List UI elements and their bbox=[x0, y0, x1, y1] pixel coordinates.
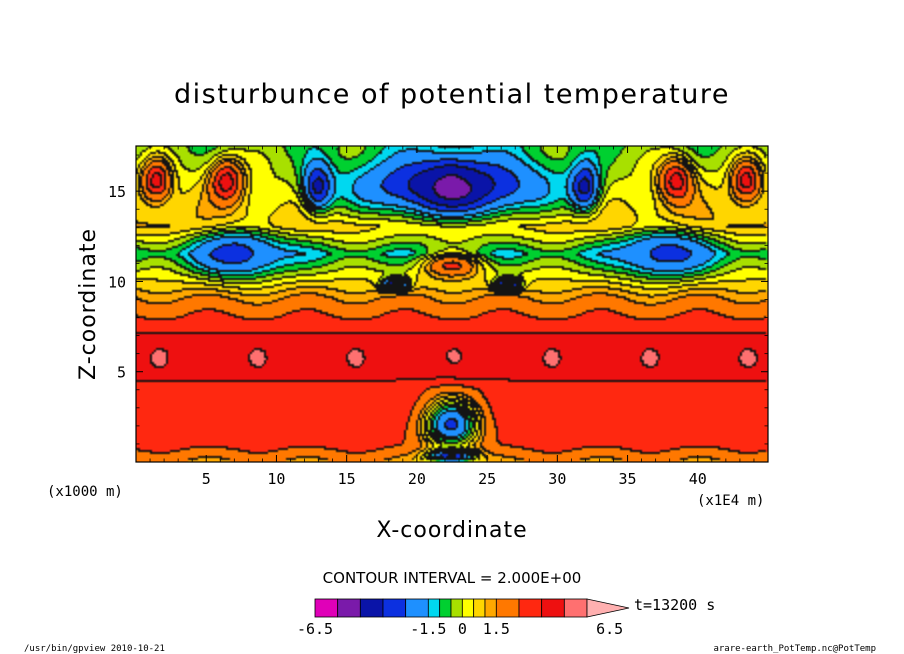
time-label: t=13200 s bbox=[634, 596, 715, 614]
colorbar-swatch bbox=[541, 598, 565, 618]
x-axis: 5 10 15 20 25 30 35 40 bbox=[149, 146, 755, 488]
colorbar-swatch bbox=[405, 598, 429, 618]
y-axis: 5 10 15 bbox=[108, 154, 768, 445]
x-tick-label: 40 bbox=[689, 470, 707, 488]
x-unit-label: (x1E4 m) bbox=[697, 493, 764, 509]
chart-title: disturbunce of potential temperature bbox=[174, 79, 730, 110]
x-tick-label: 35 bbox=[619, 470, 637, 488]
plot-frame bbox=[135, 145, 769, 463]
x-tick-label: 5 bbox=[202, 470, 211, 488]
x-tick-label: 25 bbox=[478, 470, 496, 488]
colorbar-swatch bbox=[382, 598, 407, 618]
y-tick-label: 15 bbox=[108, 183, 126, 201]
colorbar-swatch bbox=[439, 598, 452, 618]
colorbar-tick-label: -6.5 bbox=[297, 620, 333, 638]
colorbar-swatch bbox=[495, 598, 520, 618]
colorbar-swatch bbox=[563, 598, 588, 618]
footer-left: /usr/bin/gpview 2010-10-21 bbox=[24, 644, 165, 654]
colorbar-swatch bbox=[518, 598, 543, 618]
y-unit-label: (x1000 m) bbox=[47, 484, 123, 500]
colorbar-tick-label: 0 bbox=[458, 620, 467, 638]
colorbar-tick-label: 1.5 bbox=[483, 620, 510, 638]
colorbar-tick-label: 6.5 bbox=[596, 620, 623, 638]
x-tick-label: 20 bbox=[408, 470, 426, 488]
x-tick-label: 10 bbox=[267, 470, 285, 488]
colorbar-swatch bbox=[337, 598, 361, 618]
colorbar-tick-label: -1.5 bbox=[410, 620, 446, 638]
colorbar-swatch bbox=[450, 598, 463, 618]
colorbar-swatch bbox=[427, 598, 441, 618]
colorbar-swatch bbox=[314, 598, 339, 618]
y-tick-label: 10 bbox=[108, 273, 126, 291]
colorbar: -6.5 -1.5 0 1.5 6.5 bbox=[297, 598, 630, 638]
contour-interval-label: CONTOUR INTERVAL = 2.000E+00 bbox=[323, 569, 582, 587]
x-tick-label: 15 bbox=[338, 470, 356, 488]
potential-temperature-field bbox=[136, 146, 768, 462]
footer-right: arare-earth_PotTemp.nc@PotTemp bbox=[713, 644, 876, 654]
colorbar-swatch bbox=[359, 598, 384, 618]
colorbar-swatch bbox=[484, 598, 497, 618]
y-tick-label: 5 bbox=[117, 364, 126, 382]
x-axis-label: X-coordinate bbox=[376, 518, 527, 543]
plot-area bbox=[136, 146, 768, 462]
colorbar-extension bbox=[586, 598, 630, 618]
colorbar-swatch bbox=[461, 598, 475, 618]
colorbar-swatch bbox=[473, 598, 486, 618]
y-axis-label: Z-coordinate bbox=[76, 228, 101, 380]
x-tick-label: 30 bbox=[548, 470, 566, 488]
